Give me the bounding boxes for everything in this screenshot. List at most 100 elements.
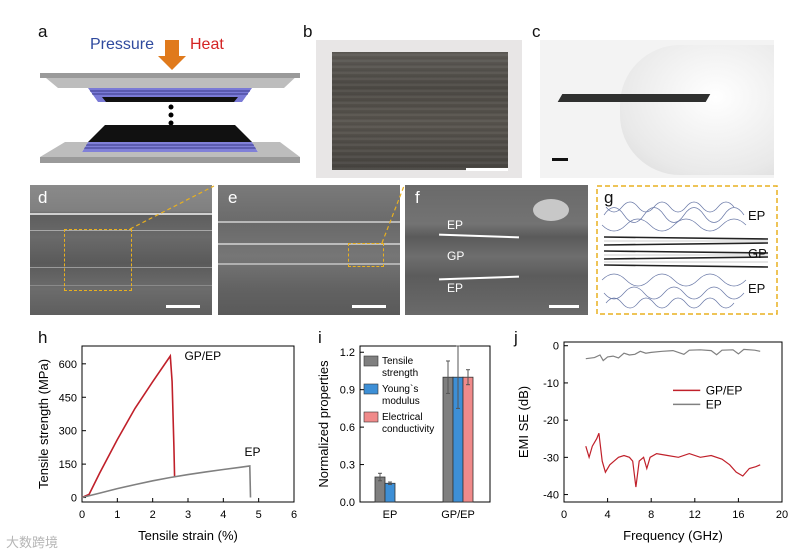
y-tick-label: 0.9 [340, 385, 355, 397]
scale-bar [549, 305, 579, 308]
panel-label-e: e [228, 188, 238, 207]
y-tick-label: 0 [71, 493, 77, 505]
series-line-gp-ep [81, 353, 176, 499]
y-tick-label: 0.6 [340, 422, 355, 434]
chart-tensile: 0 1 2 3 4 5 6 0 150 300 450 600 Tensile strain (%) Te… [36, 345, 297, 543]
x-axis-label: Frequency (GHz) [623, 528, 723, 543]
series-label-ep: EP [245, 445, 261, 459]
watermark: 大数跨境 [6, 536, 59, 551]
sem-image-f: EP GP EP [405, 185, 588, 315]
legend-label: Tensile [382, 356, 414, 367]
y-tick-label: -20 [543, 415, 559, 427]
y-axis-label: Normalized properties [316, 360, 331, 488]
panel-label-b: b [303, 22, 313, 41]
x-category-label: EP [383, 509, 398, 521]
particle [533, 199, 569, 221]
schematic-label-gp: GP [748, 246, 767, 261]
chart-normalized: 0.0 0.3 0.6 0.9 1.2 Normalized properties EP GP… [316, 345, 491, 521]
y-tick-label: 300 [59, 426, 77, 438]
flexible-sheet-photo [540, 40, 774, 178]
x-tick-label: 6 [291, 509, 297, 521]
y-axis-label: EMI SE (dB) [516, 386, 531, 458]
layer-label-ep-top: EP [447, 218, 464, 232]
legend-text-group: Tensile strength Young`s modulus Electrical c… [382, 356, 434, 435]
zoom-box [348, 243, 384, 267]
schematic-label-ep-top: EP [748, 208, 766, 223]
scale-bar [466, 168, 508, 171]
legend-label: modulus [382, 396, 420, 407]
legend-swatch [363, 383, 379, 395]
panel-label-i: i [318, 328, 322, 347]
plot-frame [81, 345, 295, 503]
panel-label-f: f [415, 188, 420, 207]
x-tick-label: 0 [561, 509, 567, 521]
scale-bar [166, 305, 200, 308]
x-tick-label: 12 [689, 509, 701, 521]
y-tick-label: 0.3 [340, 460, 355, 472]
sem-image-e [218, 185, 400, 315]
legend-label: strength [382, 368, 418, 379]
legend-label: EP [706, 397, 722, 411]
scale-bar [552, 158, 568, 161]
heat-label: Heat [190, 36, 224, 53]
composite-sheet [332, 52, 508, 170]
structure-schematic [596, 185, 778, 315]
y-axis-label: Tensile strength (MPa) [36, 359, 51, 489]
x-tick-label: 4 [220, 509, 226, 521]
down-arrow-icon [158, 40, 186, 70]
sheet-photo [316, 40, 522, 178]
series-line-gp-ep [585, 432, 761, 488]
panel-label-h: h [38, 328, 48, 347]
plot-frame [359, 345, 491, 503]
x-tick-label: 16 [732, 509, 744, 521]
y-tick-label: 1.2 [340, 347, 355, 359]
y-tick-label: 600 [59, 359, 77, 371]
panel-label-j: j [514, 328, 518, 347]
y-tick-label: 450 [59, 392, 77, 404]
legend-label: Electrical [382, 412, 423, 423]
y-tick-label: -30 [543, 452, 559, 464]
x-tick-label: 20 [776, 509, 788, 521]
legend-label: Young`s [382, 383, 418, 395]
pressure-label: Pressure [90, 36, 155, 53]
x-tick-label: 0 [79, 509, 85, 521]
y-tick-label: 150 [59, 459, 77, 471]
x-tick-label: 2 [150, 509, 156, 521]
bar [462, 376, 474, 503]
x-tick-label: 8 [648, 509, 654, 521]
y-tick-label: 0.0 [340, 497, 355, 509]
series-label-gp-ep: GP/EP [184, 349, 221, 363]
x-category-label: GP/EP [441, 509, 475, 521]
bar [384, 482, 396, 503]
schematic-label-ep-bottom: EP [748, 281, 766, 296]
panel-label-a: a [38, 22, 48, 41]
panel-label-d: d [38, 188, 48, 207]
zoom-box [64, 229, 132, 291]
y-tick-label: -40 [543, 490, 559, 502]
x-tick-label: 4 [605, 509, 611, 521]
series-line-ep [585, 348, 761, 362]
series-line-ep [81, 464, 252, 499]
hot-press-diagram [40, 40, 300, 163]
x-tick-label: 5 [256, 509, 262, 521]
plot-frame [563, 341, 783, 503]
layer-label-ep-bottom: EP [447, 281, 464, 295]
x-tick-label: 3 [185, 509, 191, 521]
sem-image-d [30, 185, 212, 315]
layer-label-gp: GP [447, 249, 465, 263]
scale-bar [352, 305, 386, 308]
x-axis-label: Tensile strain (%) [138, 528, 238, 543]
y-tick-label: 0 [553, 341, 559, 353]
legend-label: conductivity [382, 424, 434, 435]
bar [442, 376, 454, 503]
gloved-hand [620, 45, 774, 175]
y-tick-label: -10 [543, 378, 559, 390]
legend-swatch [363, 355, 379, 367]
panel-label-g: g [604, 188, 614, 207]
legend-label: GP/EP [706, 383, 743, 397]
chart-emi: 0 4 8 12 16 20 0 -10 -20 -30 -40 Frequency (GHz) EMI… [516, 341, 788, 543]
x-tick-label: 1 [114, 509, 120, 521]
legend-swatch [363, 411, 379, 423]
panel-label-c: c [532, 22, 541, 41]
